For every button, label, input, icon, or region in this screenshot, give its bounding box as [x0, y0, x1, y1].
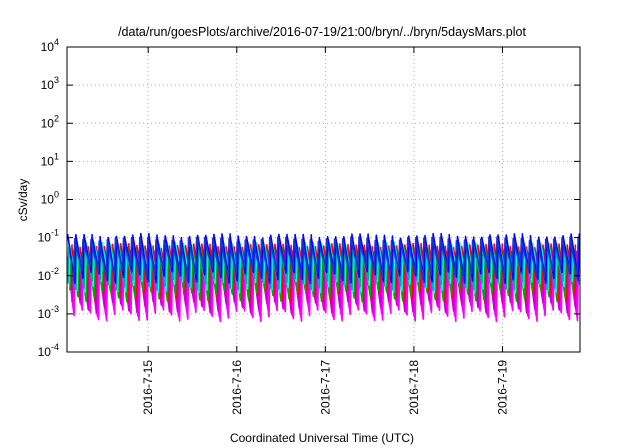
y-tick-label: 101: [41, 151, 59, 168]
series-group: [66, 232, 581, 323]
y-tick-label: 102: [41, 113, 59, 130]
x-tick-label: 2016-7-19: [495, 360, 509, 415]
y-tick-label: 10-3: [38, 304, 59, 321]
x-tick-label: 2016-7-16: [230, 360, 244, 415]
x-axis-label: Coordinated Universal Time (UTC): [230, 431, 414, 445]
y-axis: 10-4 10-3 10-2 10-1 100 101 102 103 104: [38, 37, 580, 359]
chart-title: /data/run/goesPlots/archive/2016-07-19/2…: [118, 25, 526, 39]
x-tick-label: 2016-7-18: [407, 360, 421, 415]
y-tick-label: 104: [41, 37, 59, 54]
y-tick-label: 10-2: [38, 266, 59, 283]
y-tick-label: 100: [41, 190, 59, 207]
y-tick-label: 103: [41, 75, 59, 92]
y-axis-label: cSv/day: [16, 179, 30, 222]
series-line: [73, 236, 579, 280]
y-tick-label: 10-1: [38, 228, 59, 245]
x-tick-label: 2016-7-15: [141, 360, 155, 415]
y-tick-label: 10-4: [38, 342, 59, 359]
x-axis: 2016-7-15 2016-7-16 2016-7-17 2016-7-18 2016…: [141, 47, 509, 415]
x-tick-label: 2016-7-17: [318, 360, 332, 415]
